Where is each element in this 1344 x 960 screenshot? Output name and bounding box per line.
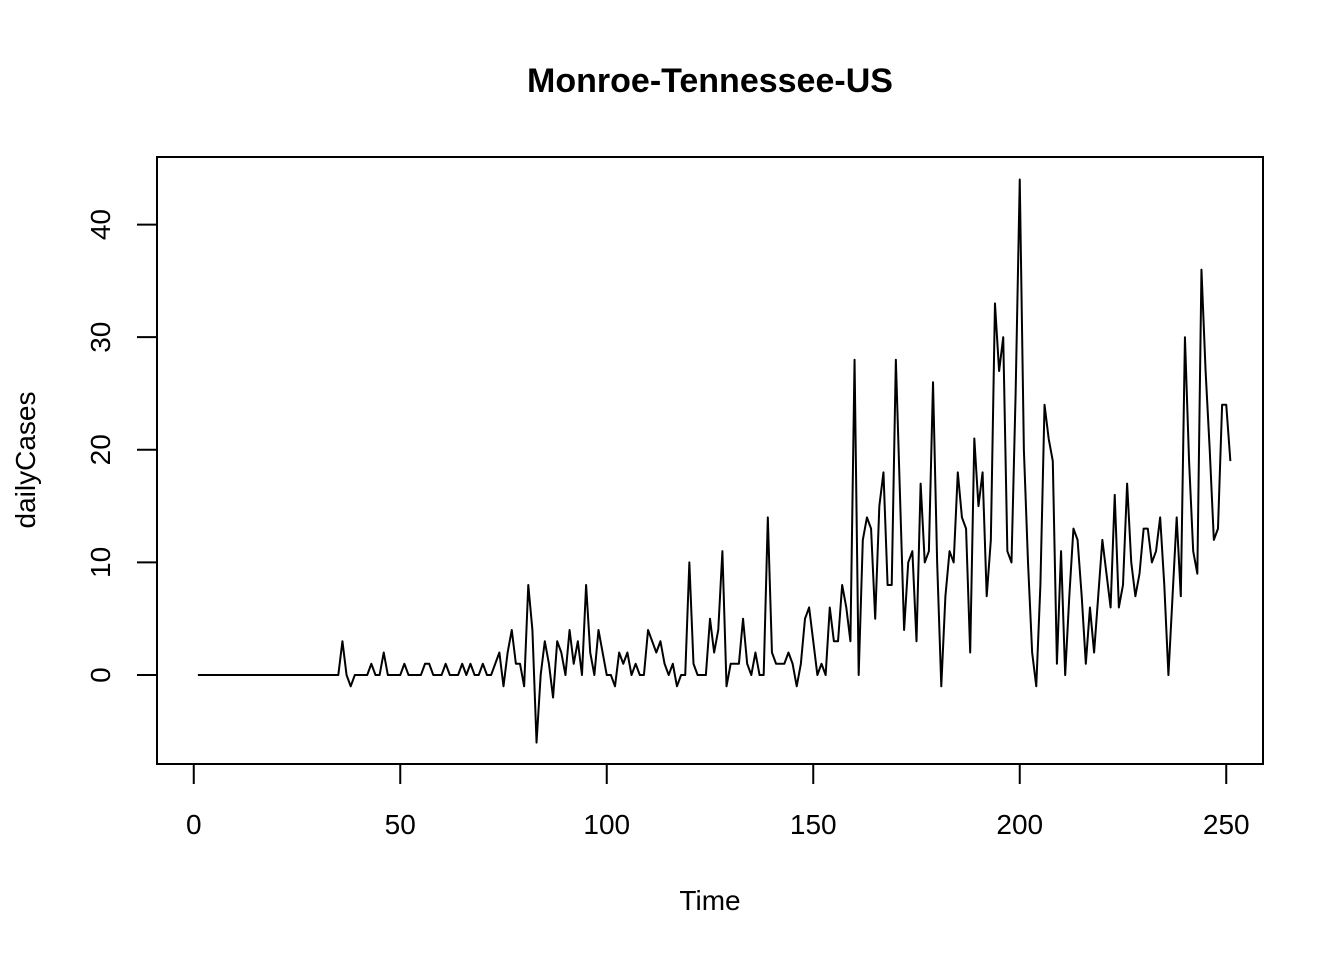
x-tick-label: 100	[583, 809, 630, 840]
y-tick-label: 30	[85, 322, 116, 353]
x-axis-label: Time	[679, 885, 740, 916]
plot-frame	[156, 156, 1264, 765]
y-axis-label: dailyCases	[10, 392, 41, 529]
x-tick-label: 0	[186, 809, 202, 840]
series-line	[197, 178, 1232, 744]
x-tick-label: 250	[1203, 809, 1250, 840]
y-axis: 0 10 20 30 40	[85, 209, 158, 683]
chart-title: Monroe-Tennessee-US	[527, 62, 893, 100]
y-tick-label: 20	[85, 434, 116, 465]
x-tick-label: 150	[790, 809, 837, 840]
x-tick-label: 50	[385, 809, 416, 840]
y-tick-label: 40	[85, 209, 116, 240]
y-tick-label: 0	[85, 667, 116, 683]
x-tick-label: 200	[996, 809, 1043, 840]
y-tick-label: 10	[85, 547, 116, 578]
x-axis: 0 50 100 150 200 250	[186, 763, 1250, 840]
